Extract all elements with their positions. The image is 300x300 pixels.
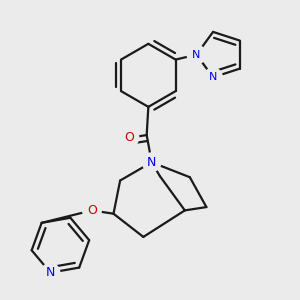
Circle shape: [41, 263, 60, 282]
Text: N: N: [46, 266, 55, 279]
Circle shape: [187, 45, 206, 64]
Circle shape: [82, 201, 101, 220]
Text: N: N: [192, 50, 201, 60]
Circle shape: [204, 68, 222, 87]
Text: N: N: [147, 156, 156, 169]
Circle shape: [120, 128, 139, 147]
Circle shape: [142, 153, 161, 172]
Text: O: O: [87, 204, 97, 217]
Text: O: O: [124, 131, 134, 144]
Text: N: N: [209, 72, 217, 82]
